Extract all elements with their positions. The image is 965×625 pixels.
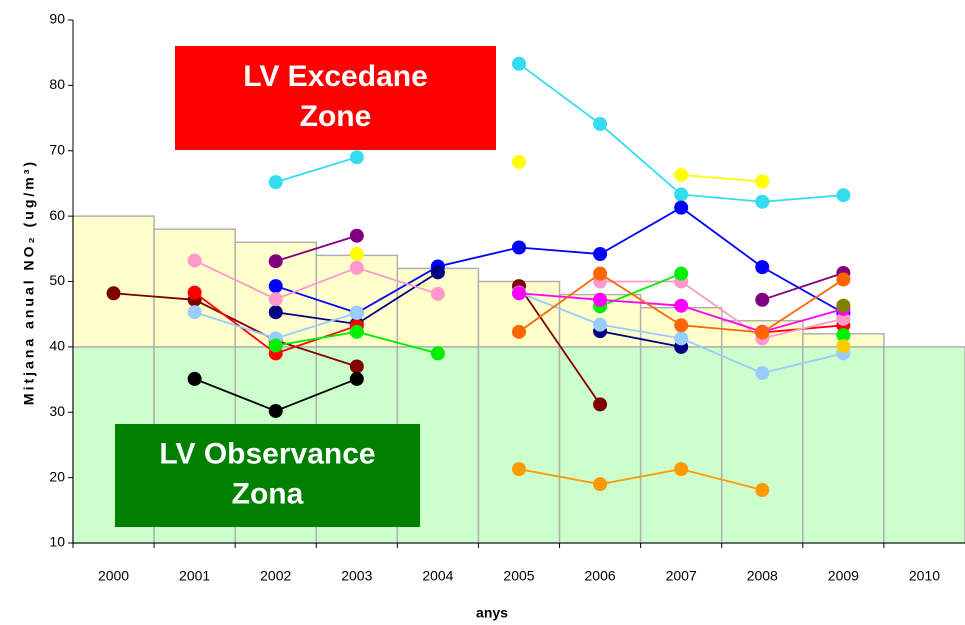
point: [349, 150, 364, 165]
point: [187, 305, 202, 320]
point: [268, 305, 283, 320]
point: [512, 56, 526, 71]
point: [836, 298, 851, 313]
point: [430, 346, 445, 361]
point: [349, 371, 364, 386]
x-tick-label: 2009: [828, 568, 859, 584]
point: [836, 328, 851, 343]
point: [593, 317, 608, 332]
x-tick-label: 2010: [909, 568, 940, 584]
x-tick-label: 2003: [341, 568, 372, 584]
zone-label-box: [115, 424, 420, 527]
point: [836, 272, 851, 287]
point: [593, 116, 608, 131]
x-axis-title: anys: [476, 605, 508, 621]
series-line: [681, 174, 763, 183]
point: [593, 247, 608, 262]
x-tick-label: 2000: [98, 568, 129, 584]
point: [593, 266, 608, 281]
point: [755, 292, 770, 307]
series-line: [275, 234, 844, 301]
zone-bar: [477, 346, 561, 544]
x-tick-label: 2001: [179, 568, 210, 584]
point: [349, 359, 364, 374]
y-tick-label: 80: [49, 76, 65, 92]
point: [187, 371, 202, 386]
point: [836, 339, 851, 354]
point: [187, 253, 202, 268]
point: [512, 324, 526, 339]
point: [430, 265, 445, 280]
point: [512, 154, 526, 169]
y-tick-label: 20: [49, 468, 65, 484]
zone-bar: [72, 215, 155, 348]
point: [106, 286, 121, 301]
point: [187, 285, 202, 300]
point: [512, 286, 526, 301]
point: [755, 260, 770, 275]
point: [512, 462, 526, 477]
y-tick-label: 30: [49, 403, 65, 419]
point: [674, 200, 689, 215]
x-tick-label: 2007: [666, 568, 697, 584]
x-tick-label: 2002: [260, 568, 291, 584]
zone-bar: [883, 346, 965, 544]
series-line: [194, 259, 844, 340]
point: [349, 305, 364, 320]
zone-bar: [558, 346, 642, 544]
zone-label: LV Excedane: [243, 60, 428, 93]
zone-bar: [639, 346, 723, 544]
point: [674, 187, 689, 202]
y-tick-label: 90: [49, 11, 65, 27]
point: [674, 167, 689, 182]
point: [755, 325, 770, 340]
point: [268, 175, 283, 190]
x-tick-label: 2004: [422, 568, 453, 584]
point: [349, 324, 364, 339]
zone-bar: [802, 346, 885, 544]
point: [593, 477, 608, 492]
point: [755, 194, 770, 209]
zone-label: Zone: [300, 100, 372, 133]
point: [836, 188, 851, 203]
y-tick-label: 40: [49, 338, 65, 354]
x-tick-label: 2008: [747, 568, 778, 584]
point: [268, 403, 283, 418]
point: [755, 174, 770, 189]
zone-bar: [396, 267, 480, 348]
series-line: [113, 285, 601, 405]
series-line: [275, 206, 844, 314]
x-tick-label: 2006: [585, 568, 616, 584]
point: [430, 286, 445, 301]
point: [268, 338, 283, 353]
y-tick-label: 10: [49, 534, 65, 550]
point: [674, 462, 689, 477]
point: [593, 397, 608, 412]
x-tick-label: 2005: [503, 568, 534, 584]
point: [349, 260, 364, 275]
y-tick-label: 60: [49, 207, 65, 223]
y-axis-title: Mitjana anual NO₂ (ug/m³): [21, 159, 37, 405]
point: [268, 292, 283, 307]
point: [674, 318, 689, 333]
point: [674, 331, 689, 346]
point: [674, 298, 689, 313]
point: [593, 292, 608, 307]
point: [268, 279, 283, 294]
zone-label-box: [175, 46, 496, 150]
point: [674, 266, 689, 281]
y-tick-label: 50: [49, 272, 65, 288]
point: [512, 240, 526, 255]
series-line: [518, 468, 763, 491]
point: [755, 366, 770, 381]
point: [268, 254, 283, 269]
zone-label: LV Observance: [159, 437, 375, 470]
point: [755, 483, 770, 498]
zone-label: Zona: [232, 477, 304, 510]
point: [349, 247, 364, 262]
point: [349, 228, 364, 243]
point: [836, 311, 851, 326]
y-tick-label: 70: [49, 141, 65, 157]
